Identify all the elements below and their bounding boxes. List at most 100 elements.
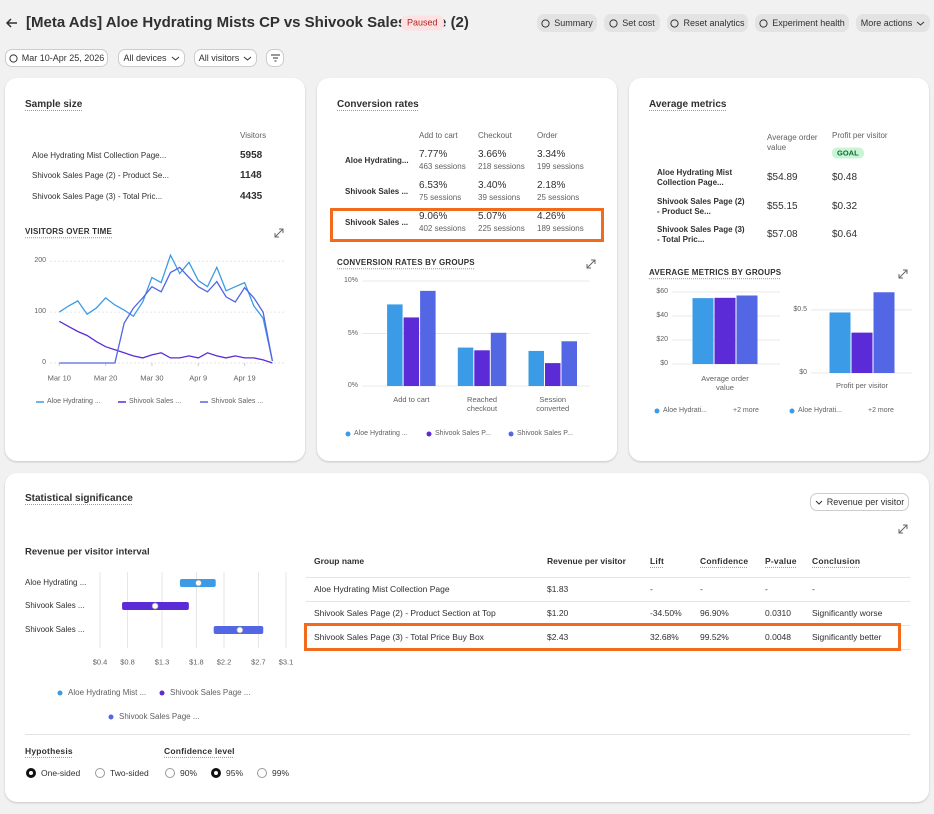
row-name: Shivook Sales Page (3) - Total Pric... — [657, 225, 745, 244]
chart-title: AVERAGE METRICS BY GROUPS — [649, 268, 782, 278]
sessions: 463 sessions — [419, 162, 466, 172]
cell: Significantly better — [812, 631, 882, 642]
x-tick-label: Mar 30 — [140, 373, 164, 383]
x-tick-label: Apr 19 — [233, 373, 256, 383]
sessions: 218 sessions — [478, 162, 525, 172]
y-tick-label: 5% — [347, 329, 358, 337]
row-label: Shivook Sales ... — [25, 601, 85, 611]
radio[interactable] — [211, 768, 221, 778]
radio[interactable] — [95, 768, 105, 778]
y-tick-label: 200 — [34, 257, 46, 265]
cell: - — [812, 583, 815, 594]
x-tick-label: $2.7 — [251, 657, 266, 667]
row-separator — [306, 601, 910, 602]
row-name: Aloe Hydrating Mist Collection Page... — [32, 151, 167, 161]
expand-icon[interactable] — [898, 269, 908, 279]
x-tick-label: Reached checkout — [467, 395, 498, 414]
sessions: 402 sessions — [419, 224, 466, 234]
column-header: Conclusion — [812, 555, 861, 566]
expand-icon[interactable] — [274, 228, 284, 238]
row-name: Shivook Sales Page (2) - Product Se... — [32, 171, 169, 181]
x-tick-label: $0.4 — [92, 657, 108, 667]
card-title: Sample size — [25, 99, 83, 110]
action-button[interactable]: Set cost — [604, 14, 660, 32]
cell: - — [700, 583, 703, 594]
radio[interactable] — [26, 768, 36, 778]
button-label: Summary — [554, 18, 593, 28]
action-button[interactable]: Reset analytics — [667, 14, 748, 32]
x-tick-label: Profit per visitor — [835, 381, 889, 390]
filter-button[interactable]: All devices — [118, 49, 185, 67]
cell: Aloe Hydrating Mist Collection Page — [314, 583, 450, 594]
radio[interactable] — [257, 768, 267, 778]
x-tick-label: $1.8 — [189, 657, 204, 667]
highlight-box — [330, 208, 604, 242]
legend-label: Shivook Sales ... — [129, 397, 182, 405]
column-header: Revenue per visitor — [547, 555, 626, 566]
legend-label: Aloe Hydrating ... — [354, 429, 408, 437]
rate: 5.07% — [478, 211, 507, 222]
row-separator — [306, 577, 910, 578]
legend-label: Shivook Sales Page ... — [119, 712, 200, 722]
significance-card — [5, 473, 929, 802]
row-value: $0.48 — [832, 172, 858, 183]
chevron-icon — [243, 56, 252, 61]
cell: - — [765, 583, 768, 594]
cell: $1.20 — [547, 607, 569, 618]
row-label: Aloe Hydrating ... — [25, 578, 87, 588]
expand-icon[interactable] — [586, 259, 596, 269]
legend-label: Aloe Hydrati... — [663, 406, 707, 414]
row-name: Shivook Sales Page (3) - Total Pric... — [32, 192, 163, 202]
expand-icon[interactable] — [898, 524, 908, 534]
row-value: $55.15 — [767, 201, 798, 212]
chevron-icon — [171, 56, 179, 61]
x-tick-label: Add to cart — [393, 395, 430, 404]
x-tick-label: $3.1 — [278, 657, 294, 667]
sessions: 39 sessions — [478, 193, 521, 203]
sessions: 199 sessions — [537, 162, 584, 172]
action-button[interactable]: More actions — [856, 14, 930, 32]
row-value: $0.64 — [832, 229, 858, 240]
metric-button[interactable]: Revenue per visitor — [810, 493, 909, 511]
filter-button[interactable] — [266, 49, 284, 67]
x-tick-label: Apr 9 — [189, 373, 208, 383]
column-header: Lift — [650, 555, 665, 566]
cell: 32.68% — [650, 631, 679, 642]
chart-title: VISITORS OVER TIME — [25, 227, 113, 237]
button-label: Mar 10-Apr 25, 2026 — [21, 53, 105, 63]
column-header: Confidence — [700, 555, 749, 566]
x-tick-label: $1.3 — [154, 657, 170, 667]
circle-icon — [759, 18, 768, 28]
row-value: $57.08 — [767, 229, 798, 240]
conversion-card — [317, 78, 617, 461]
radio-label: 90% — [180, 767, 198, 778]
x-tick-label: Mar 20 — [93, 373, 118, 383]
x-tick-label: Session converted — [536, 395, 570, 414]
rate: 7.77% — [419, 149, 448, 160]
action-button[interactable]: Summary — [537, 14, 597, 32]
action-button[interactable]: Experiment health — [755, 14, 849, 32]
row-value: $0.32 — [832, 201, 858, 212]
cell: 0.0310 — [765, 607, 791, 618]
radio[interactable] — [165, 768, 175, 778]
row-value: 1148 — [240, 170, 262, 181]
legend-label: Shivook Sales Page ... — [170, 688, 251, 698]
status-badge: Paused — [401, 15, 444, 31]
filter-button[interactable]: All visitors — [194, 49, 257, 67]
rate: 6.53% — [419, 180, 448, 191]
card-title: Statistical significance — [25, 493, 133, 504]
legend-label: Shivook Sales P... — [435, 429, 491, 437]
x-tick-label: Average order value — [701, 374, 749, 393]
chevron-icon — [815, 500, 823, 505]
back-arrow[interactable] — [5, 17, 19, 29]
cell: Shivook Sales Page (2) - Product Section… — [314, 607, 496, 618]
filter-button[interactable]: Mar 10-Apr 25, 2026 — [5, 49, 108, 67]
x-tick-label: $0.8 — [120, 657, 135, 667]
radio-label: Two-sided — [110, 767, 149, 778]
y-tick-label: $40 — [656, 311, 668, 319]
chevron-icon — [916, 21, 925, 26]
y-tick-label: $0 — [660, 359, 668, 367]
row-value: $54.89 — [767, 172, 798, 183]
cell: -34.50% — [650, 607, 682, 618]
cell: 0.0048 — [765, 631, 791, 642]
